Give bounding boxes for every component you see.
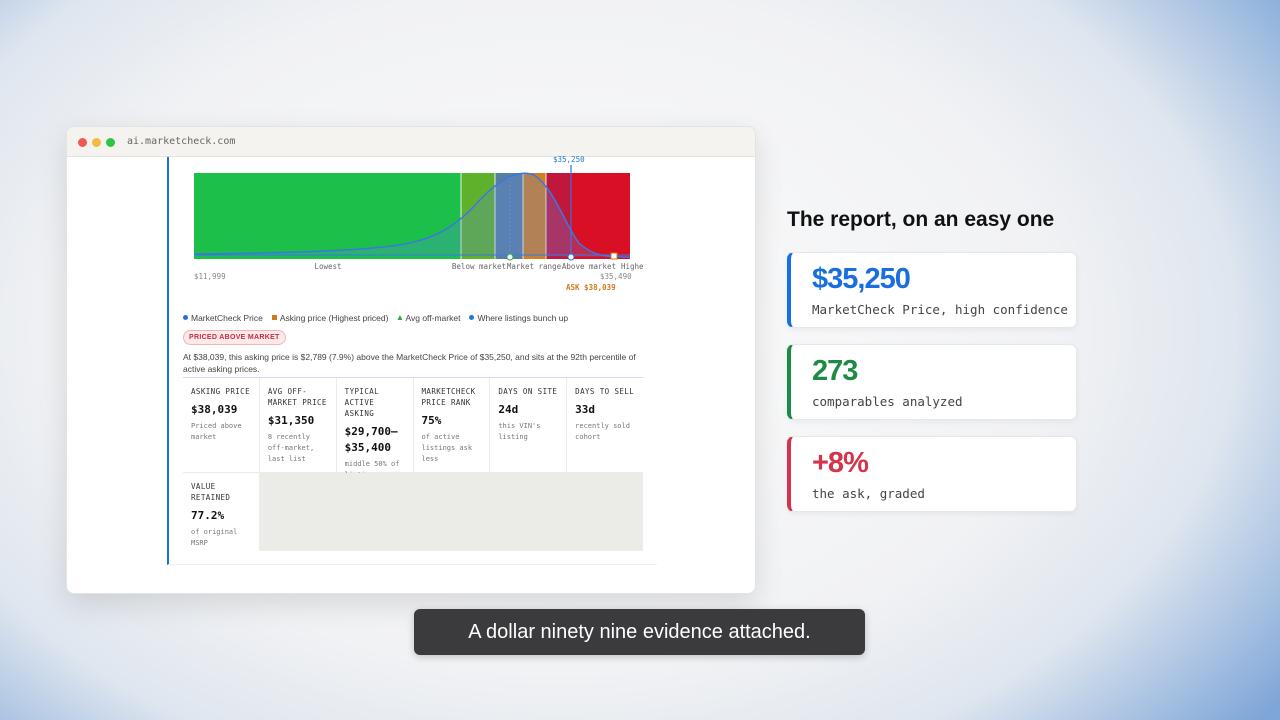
maximize-button[interactable] xyxy=(106,138,115,147)
stat-cell: DAYS ON SITE 24d this VIN's listing xyxy=(490,378,567,472)
stat-cell: VALUE RETAINED 77.2% of original MSRP xyxy=(183,473,259,551)
stat-cell: DAYS TO SELL 33d recently sold cohort xyxy=(567,378,643,472)
zone-label: Lowest xyxy=(314,262,341,271)
legend-text: Avg off-market xyxy=(405,313,461,323)
zone-band xyxy=(546,173,571,259)
metric-value: +8% xyxy=(812,447,869,479)
stat-value: 75% xyxy=(421,414,442,427)
stat-label: MARKETCHECK PRICE RANK xyxy=(421,387,476,407)
metric-label: comparables analyzed xyxy=(812,394,963,409)
legend-item: Where listings bunch up xyxy=(469,313,568,323)
legend-item: Asking price (Highest priced) xyxy=(271,313,389,323)
ask-point xyxy=(610,252,618,260)
zone-label: Market range xyxy=(507,262,562,271)
zone-band xyxy=(461,173,495,259)
stat-label: TYPICAL ACTIVE ASKING xyxy=(344,387,380,418)
ask-label: ASK $38,039 xyxy=(566,283,616,292)
metric-label: the ask, graded xyxy=(812,486,925,501)
status-badge: PRICED ABOVE MARKET xyxy=(183,330,286,345)
legend-text: Asking price (Highest priced) xyxy=(279,313,389,323)
metric-label: MarketCheck Price, high confidence xyxy=(812,302,1068,317)
stat-value: $38,039 xyxy=(191,403,238,416)
stat-note: of active listings ask less xyxy=(421,433,473,463)
title-bar: ai.marketcheck.com xyxy=(67,127,755,157)
summary-text: At $38,039, this asking price is $2,789 … xyxy=(183,352,636,374)
price-chart: $35,250 Lowest Below market Market range… xyxy=(193,155,644,292)
empty-area xyxy=(259,473,643,551)
off-market-point xyxy=(506,253,514,261)
legend-item: Avg off-market xyxy=(397,313,460,323)
metric-card: 273 comparables analyzed xyxy=(787,344,1077,420)
stat-cell: MARKETCHECK PRICE RANK 75% of active listi… xyxy=(413,378,490,472)
stat-value: $29,700–$35,400 xyxy=(344,425,398,454)
report-panel: $35,250 Lowest Below market Market range… xyxy=(167,155,657,565)
metric-value: 273 xyxy=(812,355,858,387)
close-button[interactable] xyxy=(78,138,87,147)
stat-label: AVG OFF-MARKET PRICE xyxy=(267,387,327,407)
min-label: $11,999 xyxy=(194,272,226,281)
zone-band xyxy=(495,173,523,259)
zone-label: Highe xyxy=(621,262,644,271)
stat-note: Priced above market xyxy=(191,422,242,441)
metric-value: $35,250 xyxy=(812,263,911,295)
legend-item: MarketCheck Price xyxy=(183,313,263,323)
stat-note: of original MSRP xyxy=(191,528,238,547)
legend-text: MarketCheck Price xyxy=(191,313,263,323)
stat-label: VALUE RETAINED xyxy=(191,482,231,502)
legend: MarketCheck Price Asking price (Highest … xyxy=(183,313,568,323)
side-title: The report, on an easy one xyxy=(787,208,1055,231)
zone-band xyxy=(523,173,546,259)
density-curve xyxy=(193,172,631,258)
stat-value: 77.2% xyxy=(191,509,225,522)
stat-note: recently sold cohort xyxy=(575,422,630,441)
marker-label: $35,250 xyxy=(553,155,585,164)
minimize-button[interactable] xyxy=(92,138,101,147)
stat-label: ASKING PRICE xyxy=(191,387,250,396)
stats-grid: ASKING PRICE $38,039 Priced above market AV… xyxy=(183,377,643,551)
zone-band xyxy=(194,173,461,259)
stat-value: $31,350 xyxy=(267,414,315,427)
legend-text: Where listings bunch up xyxy=(477,313,569,323)
stat-value: 33d xyxy=(575,403,596,416)
stat-value: 24d xyxy=(498,403,519,416)
metric-card: +8% the ask, graded xyxy=(787,436,1077,512)
zone-label: Above market xyxy=(562,262,616,271)
stat-label: DAYS TO SELL xyxy=(575,387,635,396)
price-point xyxy=(567,253,575,261)
stat-note: 8 recently off-market, last list xyxy=(267,433,315,463)
stat-label: DAYS ON SITE xyxy=(498,387,558,396)
caption: A dollar ninety nine evidence attached. xyxy=(414,609,865,655)
stat-cell: TYPICAL ACTIVE ASKING $29,700–$35,400 midd… xyxy=(336,378,413,479)
metric-card: $35,250 MarketCheck Price, high confiden… xyxy=(787,252,1077,328)
url[interactable]: ai.marketcheck.com xyxy=(127,136,236,147)
zone-label: Below market xyxy=(452,262,506,271)
stat-cell: ASKING PRICE $38,039 Priced above market xyxy=(183,378,259,472)
max-label: $35,490 xyxy=(600,272,632,281)
browser-window: ai.marketcheck.com $35,250 Lowest Below … xyxy=(66,126,756,594)
stat-note: this VIN's listing xyxy=(498,422,541,441)
stat-cell: AVG OFF-MARKET PRICE $31,350 8 recently of… xyxy=(259,378,336,472)
